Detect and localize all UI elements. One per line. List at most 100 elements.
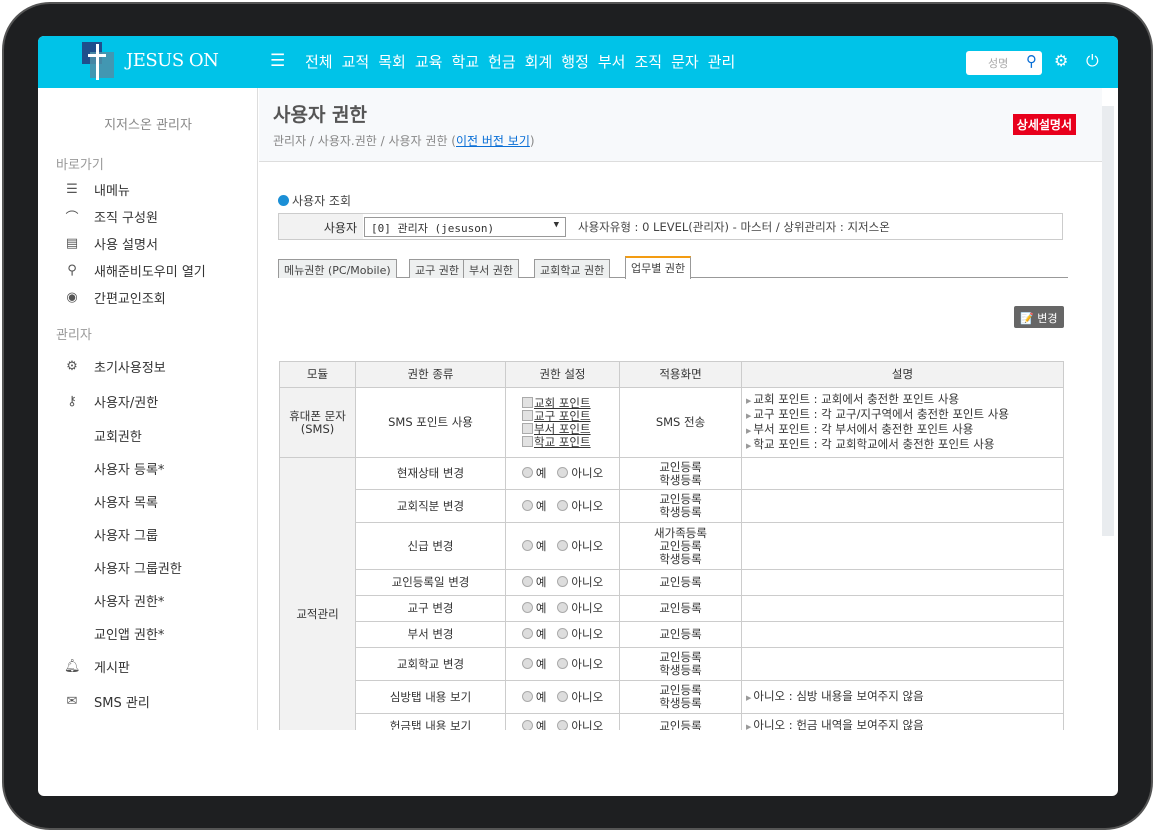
radio[interactable] xyxy=(557,467,569,478)
radio[interactable] xyxy=(521,539,533,551)
hamburger-menu-icon[interactable]: ☰ xyxy=(270,51,286,71)
nav-item[interactable]: 행정 xyxy=(561,53,589,71)
nav-item[interactable]: 교적 xyxy=(341,53,370,71)
radio[interactable] xyxy=(557,657,569,669)
sidebar-subitem[interactable]: 사용자 권한* xyxy=(94,595,165,610)
radio[interactable] xyxy=(521,720,533,730)
no-radio[interactable]: 아니오 xyxy=(557,466,603,480)
nav-item[interactable]: 문자 xyxy=(671,53,699,71)
yes-radio[interactable]: 예 xyxy=(521,627,546,641)
sidebar-item[interactable]: ⚙ 초기사용정보 xyxy=(64,357,166,376)
book-icon: ▤ xyxy=(65,236,79,251)
yes-radio[interactable]: 예 xyxy=(521,499,546,513)
radio[interactable] xyxy=(521,628,533,639)
sidebar-item[interactable]: ⚷ 사용자/권한 xyxy=(64,392,158,411)
sidebar-item[interactable]: ▤ 사용 설명서 xyxy=(64,234,158,253)
page-header: 사용자 권한 관리자 / 사용자.권한 / 사용자 권한 (이전 버전 보기) … xyxy=(259,88,1102,162)
table-row: 부서 변경 예 아니오 교인등록 xyxy=(280,621,1064,648)
nav-item[interactable]: 관리 xyxy=(707,53,736,71)
sidebar-subitem[interactable]: 사용자 등록* xyxy=(94,463,165,478)
no-radio[interactable]: 아니오 xyxy=(557,719,603,730)
no-radio[interactable]: 아니오 xyxy=(557,690,603,704)
sidebar-item[interactable]: ◉ 간편교인조회 xyxy=(64,288,165,307)
yes-radio[interactable]: 예 xyxy=(521,657,546,671)
radio[interactable] xyxy=(557,576,569,587)
power-icon[interactable]: ⏻ xyxy=(1086,51,1099,70)
sidebar-item[interactable]: ⚲ 새해준비도우미 열기 xyxy=(64,261,206,280)
nav-item[interactable]: 부서 xyxy=(597,53,626,71)
no-radio[interactable]: 아니오 xyxy=(557,601,603,615)
radio[interactable] xyxy=(521,602,533,613)
sidebar-subitem[interactable]: 교인앱 권한* xyxy=(94,628,165,643)
radio[interactable] xyxy=(521,499,533,511)
radio[interactable] xyxy=(557,720,569,730)
checkbox[interactable] xyxy=(522,422,533,434)
screen-cell: 교인등록 학생등록 xyxy=(619,457,742,490)
no-radio[interactable]: 아니오 xyxy=(557,575,603,589)
yes-radio[interactable]: 예 xyxy=(521,539,546,553)
desc-cell xyxy=(741,522,1064,570)
sidebar-item[interactable]: ✉ SMS 관리 xyxy=(64,692,150,711)
sidebar-item[interactable]: ☰ 내메뉴 xyxy=(64,180,130,199)
checkbox[interactable] xyxy=(522,409,533,421)
no-radio[interactable]: 아니오 xyxy=(557,627,603,641)
brand-name: JESUS ON xyxy=(126,50,219,71)
radio[interactable] xyxy=(557,690,569,702)
radio[interactable] xyxy=(521,467,533,478)
point-checkbox[interactable]: 교회 포인트 xyxy=(508,396,617,410)
yes-radio[interactable]: 예 xyxy=(521,601,547,615)
radio-label: 예 xyxy=(535,575,547,589)
sidebar-subitem[interactable]: 사용자 그룹 xyxy=(94,529,158,544)
yes-radio[interactable]: 예 xyxy=(521,690,546,704)
tab[interactable]: 교구 권한 xyxy=(409,259,465,278)
sidebar-item[interactable]: ⌒ 조직 구성원 xyxy=(64,207,157,226)
sidebar-item[interactable]: 🔔︎ 게시판 xyxy=(64,657,130,676)
radio[interactable] xyxy=(521,690,533,702)
detail-manual-button[interactable]: 상세설명서 xyxy=(1012,114,1076,135)
search-input[interactable]: 성명 ⚲ xyxy=(966,51,1042,75)
search-icon[interactable]: ⚲ xyxy=(1026,52,1037,70)
yes-radio[interactable]: 예 xyxy=(521,575,547,589)
no-radio[interactable]: 아니오 xyxy=(557,499,603,513)
nav-item[interactable]: 교육 xyxy=(414,53,443,71)
yes-radio[interactable]: 예 xyxy=(521,466,546,480)
change-button[interactable]: 📝 변경 xyxy=(1014,306,1064,328)
radio[interactable] xyxy=(557,628,569,639)
radio[interactable] xyxy=(521,657,533,669)
nav-item[interactable]: 전체 xyxy=(305,53,333,71)
radio[interactable] xyxy=(521,576,533,587)
radio[interactable] xyxy=(557,499,569,511)
yes-radio[interactable]: 예 xyxy=(521,719,546,730)
radio[interactable] xyxy=(557,602,569,613)
point-checkbox[interactable]: 부서 포인트 xyxy=(508,422,617,436)
point-checkbox[interactable]: 교구 포인트 xyxy=(508,409,617,423)
radio-label: 아니오 xyxy=(571,575,604,589)
no-radio[interactable]: 아니오 xyxy=(557,657,603,671)
nav-item[interactable]: 목회 xyxy=(378,53,406,71)
sidebar-subitem[interactable]: 교회권한 xyxy=(94,430,142,445)
scrollbar[interactable] xyxy=(1102,106,1114,536)
desc-cell xyxy=(741,569,1064,596)
checkbox[interactable] xyxy=(522,435,533,447)
nav-item[interactable]: 학교 xyxy=(451,53,480,71)
previous-version-link[interactable]: 이전 버전 보기 xyxy=(456,134,530,148)
no-radio[interactable]: 아니오 xyxy=(557,539,603,553)
tab[interactable]: 교회학교 권한 xyxy=(534,259,611,278)
nav-item[interactable]: 회계 xyxy=(524,53,553,71)
sidebar-subitem[interactable]: 사용자 목록 xyxy=(94,496,158,511)
user-select[interactable]: [0] 관리자 (jesuson) ▼ xyxy=(364,217,566,237)
checkbox[interactable] xyxy=(522,396,533,408)
desc-cell xyxy=(741,457,1064,490)
nav-item[interactable]: 조직 xyxy=(634,53,663,71)
gear-icon[interactable]: ⚙ xyxy=(1054,51,1069,70)
point-checkbox[interactable]: 학교 포인트 xyxy=(508,435,617,449)
tab[interactable]: 메뉴권한 (PC/Mobile) xyxy=(278,259,397,278)
tab[interactable]: 부서 권한 xyxy=(463,259,519,278)
radio[interactable] xyxy=(557,539,569,551)
radio-label: 예 xyxy=(535,601,547,615)
radio-label: 아니오 xyxy=(571,538,604,553)
nav-item[interactable]: 헌금 xyxy=(488,53,516,71)
sidebar-subitem[interactable]: 사용자 그룹권한 xyxy=(94,562,182,577)
setting-cell: 예 아니오 xyxy=(505,457,620,490)
tab[interactable]: 업무별 권한 xyxy=(625,256,692,279)
